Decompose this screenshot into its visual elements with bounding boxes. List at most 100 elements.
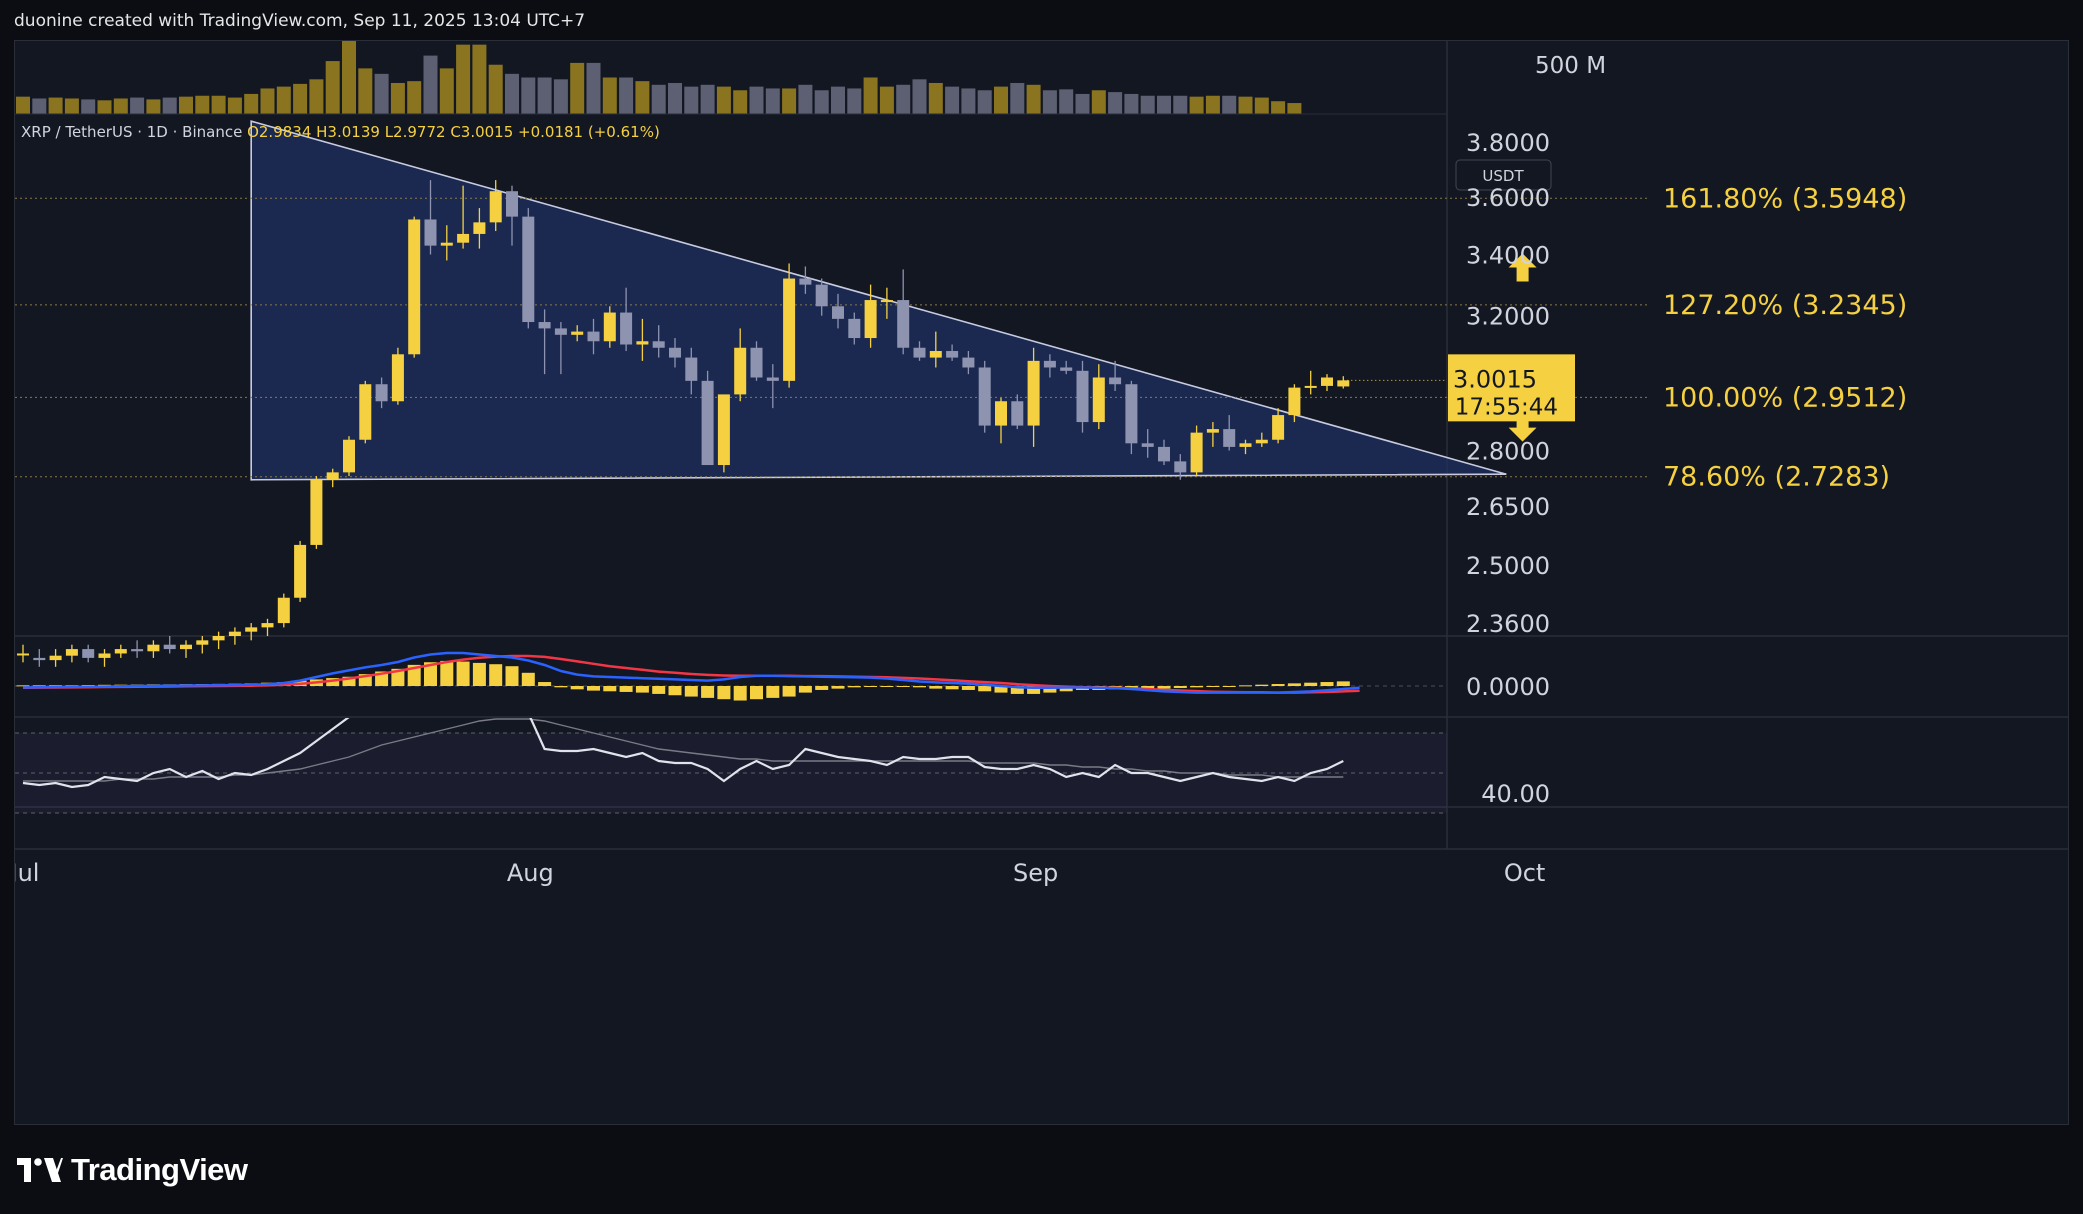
attribution-text: duonine created with TradingView.com, Se… xyxy=(14,11,586,31)
macd-histogram-bar xyxy=(815,686,829,690)
macd-histogram-bar xyxy=(978,686,992,692)
ohlc-change: +0.0181 (+0.61%) xyxy=(518,123,660,141)
macd-histogram-bar xyxy=(652,686,666,694)
candle-body xyxy=(343,439,355,473)
candle xyxy=(212,631,225,650)
volume-bar xyxy=(505,73,519,114)
candle-body xyxy=(33,657,46,661)
volume-bar xyxy=(733,90,748,114)
macd-histogram-bar xyxy=(440,660,454,686)
candle xyxy=(65,644,78,663)
macd-histogram-bar xyxy=(472,662,486,686)
candle-body xyxy=(228,631,241,636)
candle-body xyxy=(1043,360,1056,368)
candle xyxy=(962,351,975,375)
volume-bar xyxy=(32,98,47,114)
candle-body xyxy=(1076,370,1089,423)
candle-body xyxy=(1092,377,1105,423)
candle xyxy=(147,640,160,658)
volume-bar xyxy=(1254,97,1269,114)
macd-histogram-bar xyxy=(831,686,845,689)
time-axis-label: Oct xyxy=(1504,859,1546,887)
volume-bar xyxy=(716,86,731,114)
candle-body xyxy=(98,653,111,658)
volume-bar xyxy=(1287,103,1302,114)
price-tick-label: 2.3600 xyxy=(1466,610,1550,638)
fib-level-label: 127.20% (3.2345) xyxy=(1663,290,1907,321)
volume-bar xyxy=(1108,92,1123,114)
macd-histogram-bar xyxy=(945,686,959,690)
candle xyxy=(294,540,307,602)
candle-body xyxy=(848,318,861,339)
candle xyxy=(506,185,518,246)
volume-bar xyxy=(390,82,405,114)
volume-bar xyxy=(684,86,699,114)
candle-body xyxy=(978,367,991,426)
tradingview-brand[interactable]: TradingView xyxy=(17,1152,248,1188)
volume-bar xyxy=(488,64,503,114)
candle-body xyxy=(424,219,437,246)
candle xyxy=(326,468,339,488)
candle-body xyxy=(603,312,616,342)
candle-body xyxy=(995,401,1007,426)
candle-body xyxy=(408,219,421,355)
volume-bar xyxy=(130,97,145,114)
macd-histogram-bar xyxy=(342,676,356,686)
currency-button[interactable]: USDT xyxy=(1455,159,1552,191)
volume-bar xyxy=(619,77,634,114)
candle-body xyxy=(522,216,535,323)
volume-bar xyxy=(1157,95,1171,114)
volume-bar xyxy=(994,86,1008,114)
macd-line xyxy=(22,651,1360,694)
price-tick-label: 2.5000 xyxy=(1466,552,1550,580)
volume-bar xyxy=(635,81,650,114)
candle xyxy=(1043,354,1056,378)
candle xyxy=(848,312,861,345)
candle xyxy=(1141,429,1154,458)
macd-histogram-bar xyxy=(1255,684,1269,686)
macd-histogram-bar xyxy=(668,686,682,696)
candle xyxy=(538,309,551,375)
current-price-countdown: 17:55:44 xyxy=(1455,394,1558,420)
candle xyxy=(1011,394,1024,430)
volume-bar xyxy=(325,61,340,114)
macd-histogram-bar xyxy=(880,686,894,687)
candle xyxy=(375,377,388,409)
candle-body xyxy=(1337,380,1350,387)
macd-histogram-bar xyxy=(424,662,437,686)
price-chart[interactable]: 161.80% (3.5948) 127.20% (3.2345) 100.00% … xyxy=(15,41,2068,1124)
macd-histogram-bar xyxy=(554,686,568,688)
volume-bar xyxy=(162,97,177,114)
candle xyxy=(131,640,144,658)
macd-histogram-bar xyxy=(603,686,617,692)
candle xyxy=(489,180,502,232)
fib-level-label: 78.60% (2.7283) xyxy=(1663,462,1890,493)
volume-bar xyxy=(977,90,992,114)
candle xyxy=(1272,408,1285,444)
candle-body xyxy=(163,644,176,650)
chart-frame[interactable]: 161.80% (3.5948) 127.20% (3.2345) 100.00% … xyxy=(14,40,2069,1125)
candle-body xyxy=(962,357,975,368)
candle-body xyxy=(701,380,714,466)
candle-body xyxy=(587,331,600,342)
macd-histogram-bar xyxy=(1271,684,1285,686)
volume-bar xyxy=(276,86,291,114)
candle xyxy=(196,636,209,654)
volume-bar xyxy=(1010,82,1025,114)
candle-body xyxy=(1223,429,1236,447)
candle xyxy=(1092,364,1105,430)
volume-bar xyxy=(472,44,487,114)
candle-body xyxy=(1272,415,1285,440)
candle-body xyxy=(636,341,649,345)
candle-body xyxy=(1109,377,1122,385)
candle xyxy=(1109,360,1122,392)
volume-bar xyxy=(97,100,112,114)
macd-histogram-bar xyxy=(733,686,747,701)
candle xyxy=(750,341,763,381)
candle xyxy=(978,360,991,433)
candle-body xyxy=(783,278,796,381)
candle-body xyxy=(750,347,763,378)
candle-body xyxy=(734,347,747,395)
volume-bar xyxy=(244,93,259,114)
